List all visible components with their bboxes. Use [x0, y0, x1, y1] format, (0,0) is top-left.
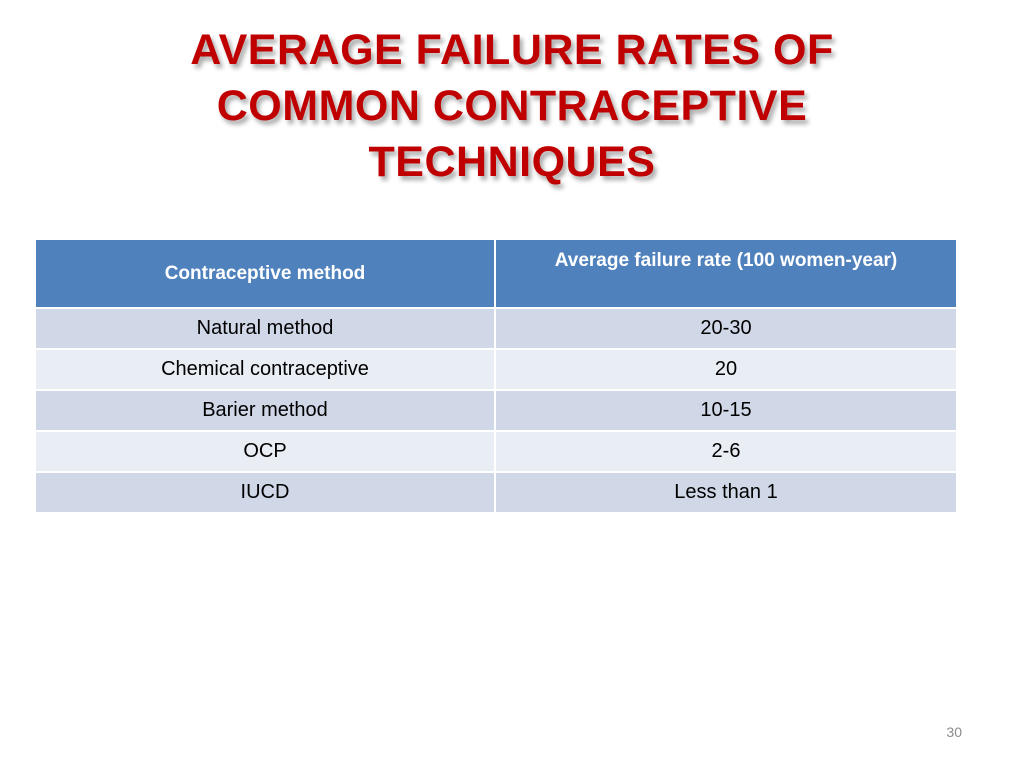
header-contraceptive-method: Contraceptive method — [34, 238, 496, 309]
rate-cell: 20 — [494, 348, 958, 391]
method-cell: OCP — [34, 430, 496, 473]
title-line-3: TECHNIQUES — [368, 138, 656, 186]
slide-title: AVERAGE FAILURE RATES OF COMMON CONTRACE… — [60, 22, 964, 190]
table-row: Chemical contraceptive 20 — [34, 348, 958, 391]
title-line-2: COMMON CONTRACEPTIVE — [216, 82, 808, 130]
method-cell: Barier method — [34, 389, 496, 432]
method-cell: Chemical contraceptive — [34, 348, 496, 391]
rate-cell: 2-6 — [494, 430, 958, 473]
rate-cell: 20-30 — [494, 307, 958, 350]
table-row: OCP 2-6 — [34, 430, 958, 473]
header-average-failure-rate: Average failure rate (100 women-year) — [494, 238, 958, 309]
method-cell: Natural method — [34, 307, 496, 350]
rate-cell: 10-15 — [494, 389, 958, 432]
failure-rates-table-container: Contraceptive method Average failure rat… — [34, 238, 958, 514]
table-row: Barier method 10-15 — [34, 389, 958, 432]
rate-cell: Less than 1 — [494, 471, 958, 514]
page-number: 30 — [946, 724, 962, 740]
table-row: Natural method 20-30 — [34, 307, 958, 350]
method-cell: IUCD — [34, 471, 496, 514]
failure-rates-table: Contraceptive method Average failure rat… — [34, 238, 958, 514]
table-header-row: Contraceptive method Average failure rat… — [34, 238, 958, 309]
table-row: IUCD Less than 1 — [34, 471, 958, 514]
title-line-1: AVERAGE FAILURE RATES OF — [190, 26, 834, 74]
